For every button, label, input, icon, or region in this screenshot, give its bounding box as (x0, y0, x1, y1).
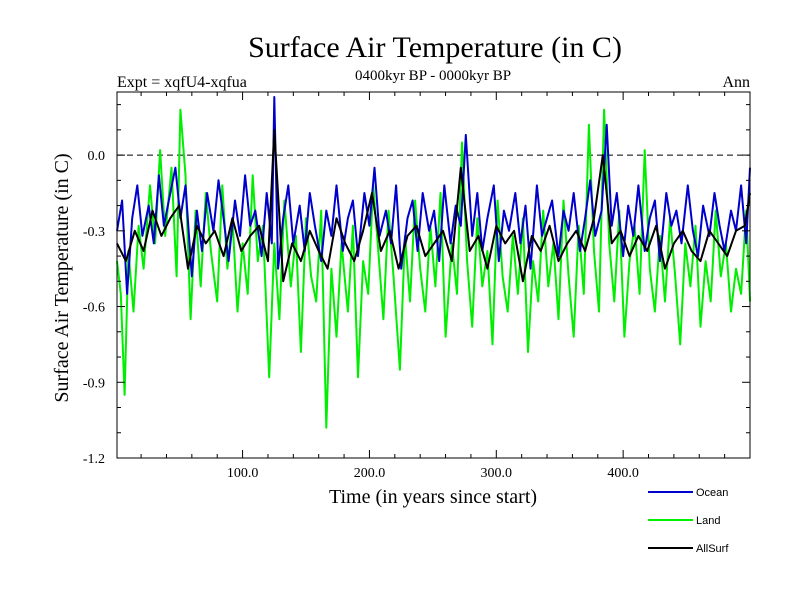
series-line-allsurf (116, 128, 751, 283)
y-axis-label: Surface Air Temperature (in C) (51, 153, 73, 402)
legend-label-land: Land (696, 515, 720, 527)
season-label: Ann (722, 74, 750, 91)
series-layer (116, 96, 751, 429)
y-tick-label: -0.6 (83, 301, 105, 316)
x-tick-label: 100.0 (227, 466, 259, 481)
plot-frame (116, 91, 751, 459)
x-tick-label: 200.0 (354, 466, 386, 481)
y-tick-label: -0.9 (83, 376, 105, 391)
series-line-ocean (116, 96, 751, 295)
legend-label-allsurf: AllSurf (696, 543, 729, 555)
x-axis-label: Time (in years since start) (329, 486, 537, 508)
axes-layer: 100.0 200.0 300.0 400.0 -1.2 -0.9 -0.6 -0.3 0.0 (83, 91, 751, 481)
y-tick-label: 0.0 (88, 149, 106, 164)
y-tick-label: -1.2 (83, 452, 105, 467)
chart-subtitle: 0400kyr BP - 0000kyr BP (355, 68, 511, 84)
y-tick-label: -0.3 (83, 225, 105, 240)
expt-label: Expt = xqfU4-xqfua (117, 74, 247, 91)
x-tick-label: 300.0 (481, 466, 513, 481)
chart-title: Surface Air Temperature (in C) (248, 31, 622, 64)
legend: Land Ocean AllSurf (648, 487, 729, 555)
legend-label-ocean: Ocean (696, 487, 728, 499)
x-tick-label: 400.0 (607, 466, 639, 481)
series-line-land (116, 108, 751, 429)
